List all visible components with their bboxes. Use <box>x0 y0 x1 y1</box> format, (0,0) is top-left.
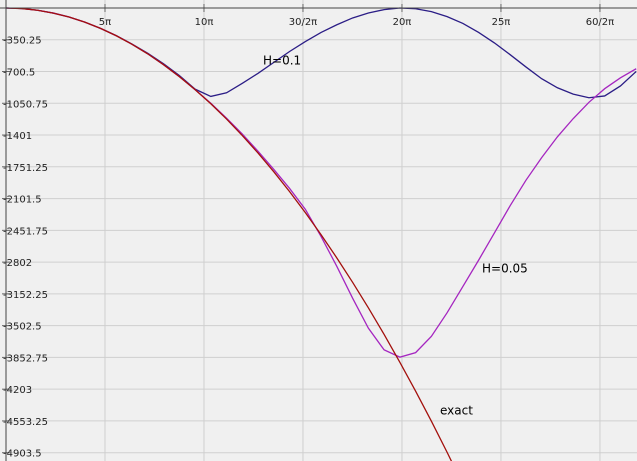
series-annotation: H=0.1 <box>263 54 301 68</box>
y-tick-label: -1401 <box>3 131 32 142</box>
series-annotation: exact <box>440 404 473 418</box>
y-tick-label: -1751.25 <box>3 163 48 174</box>
y-tick-label: -3502.5 <box>3 322 42 333</box>
x-tick-label: 30/2π <box>289 17 317 28</box>
y-tick-label: -1050.75 <box>3 99 48 110</box>
y-tick-label: -4903.5 <box>3 449 42 460</box>
y-tick-label: -700.5 <box>3 68 35 79</box>
series-line <box>5 7 453 461</box>
series-annotation: H=0.05 <box>482 262 528 276</box>
y-tick-label: -2101.5 <box>3 195 42 206</box>
x-tick-label: 60/2π <box>586 17 614 28</box>
x-tick-label: 20π <box>393 17 412 28</box>
grid <box>6 0 637 461</box>
y-tick-label: -2451.75 <box>3 226 48 237</box>
y-tick-label: -2802 <box>3 258 32 269</box>
y-tick-label: -4553.25 <box>3 417 48 428</box>
y-tick-label: -350.25 <box>3 36 42 47</box>
x-tick-label: 10π <box>195 17 214 28</box>
y-tick-label: -3852.75 <box>3 353 48 364</box>
lines <box>5 7 637 461</box>
x-tick-label: 5π <box>99 17 111 28</box>
y-tick-label: -3152.25 <box>3 290 48 301</box>
x-tick-label: 25π <box>492 17 511 28</box>
y-tick-label: -4203 <box>3 385 32 396</box>
